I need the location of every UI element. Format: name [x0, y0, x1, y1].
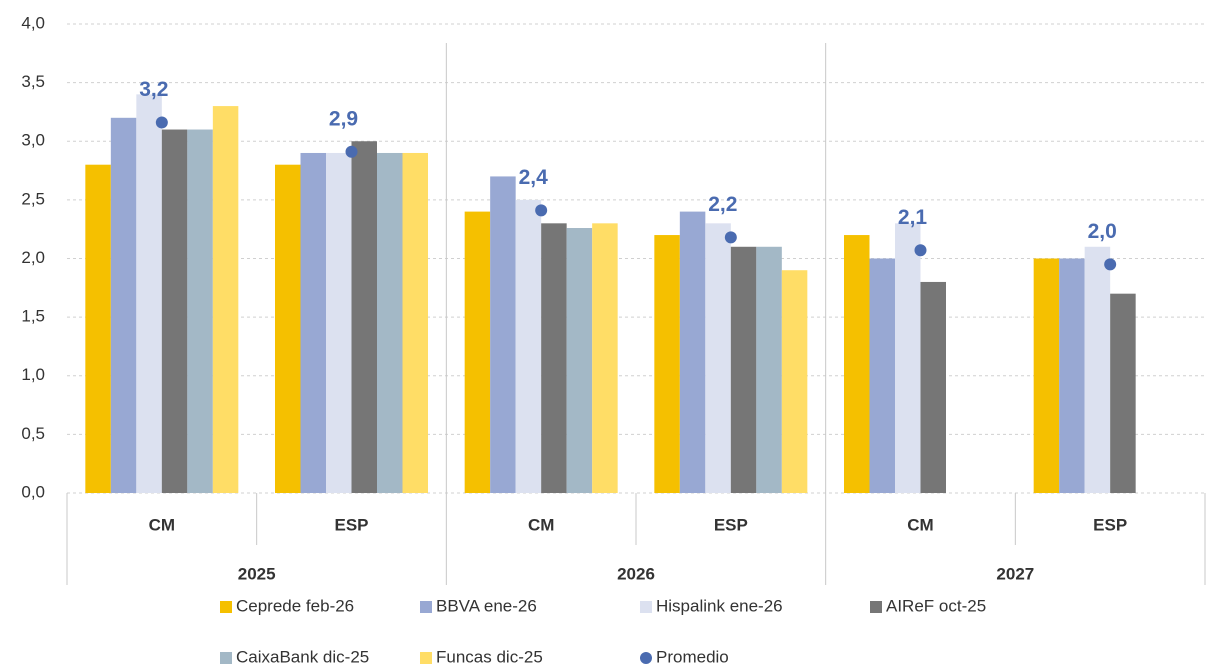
y-tick-label: 0,5 — [21, 424, 45, 443]
average-label: 2,1 — [898, 206, 928, 229]
bar — [566, 228, 593, 493]
bar — [756, 246, 782, 493]
legend-label: AIReF oct-25 — [886, 596, 986, 615]
x-tick-label: ESP — [1093, 515, 1127, 534]
average-marker — [535, 204, 548, 217]
average-label: 2,0 — [1088, 220, 1117, 243]
x-tick-label: ESP — [334, 515, 368, 534]
x-group-label: 2025 — [238, 564, 276, 583]
bar — [351, 141, 377, 493]
bar — [654, 235, 680, 494]
bar — [85, 164, 111, 493]
legend-swatch — [420, 601, 432, 613]
legend-swatch — [420, 652, 432, 664]
legend-swatch — [220, 652, 232, 664]
average-label: 2,2 — [708, 193, 737, 216]
average-label: 2,9 — [329, 107, 358, 130]
x-tick-label: ESP — [714, 515, 748, 534]
bar — [402, 152, 428, 493]
y-tick-label: 3,0 — [21, 131, 45, 150]
average-marker — [155, 116, 168, 129]
x-tick-label: CM — [528, 515, 554, 534]
bar — [377, 152, 403, 493]
legend-swatch — [640, 601, 652, 613]
average-marker — [724, 231, 737, 244]
legend-label: Ceprede feb-26 — [236, 596, 354, 615]
average-label: 3,2 — [139, 78, 168, 101]
bar — [187, 129, 213, 493]
legend-swatch — [220, 601, 232, 613]
average-label: 2,4 — [519, 166, 549, 189]
y-tick-label: 1,0 — [21, 365, 45, 384]
bar — [161, 129, 188, 493]
y-tick-label: 3,5 — [21, 72, 45, 91]
bar — [326, 152, 352, 493]
bar — [920, 281, 946, 493]
x-group-label: 2027 — [996, 564, 1034, 583]
y-tick-label: 4,0 — [21, 13, 45, 32]
bar — [1033, 258, 1060, 493]
bar — [730, 246, 757, 493]
bar — [1110, 293, 1136, 493]
bar — [1084, 246, 1111, 493]
average-marker — [1104, 258, 1117, 271]
average-marker — [914, 244, 927, 257]
legend-swatch — [870, 601, 882, 613]
bar — [844, 235, 870, 494]
legend-marker — [640, 652, 652, 664]
average-marker — [345, 145, 358, 158]
bar — [541, 223, 567, 493]
legend-label: BBVA ene-26 — [436, 596, 537, 615]
y-tick-label: 2,5 — [21, 189, 45, 208]
bar — [869, 258, 895, 493]
bar — [895, 223, 921, 493]
x-group-label: 2026 — [617, 564, 655, 583]
bar — [212, 106, 239, 493]
x-tick-label: CM — [149, 515, 175, 534]
y-tick-label: 0,0 — [21, 482, 45, 501]
bar — [275, 164, 301, 493]
bar — [592, 223, 618, 493]
bar — [515, 199, 542, 493]
bar — [705, 223, 731, 493]
x-tick-label: CM — [907, 515, 933, 534]
bar — [781, 270, 808, 493]
bar — [490, 176, 516, 494]
legend-label: Hispalink ene-26 — [656, 596, 783, 615]
bar — [464, 211, 491, 493]
legend-label: Funcas dic-25 — [436, 647, 543, 666]
bar — [1059, 258, 1085, 493]
bar — [300, 152, 326, 493]
bar — [136, 94, 162, 493]
y-tick-label: 1,5 — [21, 307, 45, 326]
bar — [679, 211, 706, 493]
bar — [110, 117, 137, 494]
y-tick-label: 2,0 — [21, 248, 45, 267]
legend-label: Promedio — [656, 647, 729, 666]
legend-label: CaixaBank dic-25 — [236, 647, 369, 666]
